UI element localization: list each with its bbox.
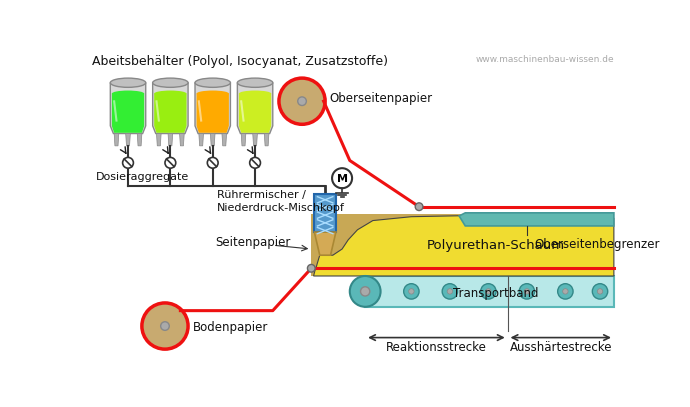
Polygon shape	[237, 83, 273, 133]
Text: www.maschinenbau-wissen.de: www.maschinenbau-wissen.de	[476, 55, 615, 64]
Text: Polyurethan-Schaum: Polyurethan-Schaum	[427, 239, 565, 252]
Polygon shape	[222, 133, 226, 146]
Circle shape	[415, 203, 423, 210]
Text: Rührermischer /
Niederdruck-Mischkopf: Rührermischer / Niederdruck-Mischkopf	[217, 190, 345, 213]
Circle shape	[308, 265, 315, 272]
Circle shape	[332, 168, 352, 188]
Circle shape	[250, 158, 260, 168]
Text: Bodenpapier: Bodenpapier	[193, 321, 268, 334]
Polygon shape	[114, 133, 119, 146]
Polygon shape	[239, 94, 271, 133]
Text: Transportband: Transportband	[453, 287, 539, 300]
Circle shape	[558, 284, 573, 299]
Polygon shape	[315, 194, 336, 232]
Polygon shape	[154, 94, 186, 133]
Ellipse shape	[161, 322, 169, 330]
Circle shape	[519, 284, 535, 299]
Circle shape	[165, 158, 176, 168]
Text: Oberseitenpapier: Oberseitenpapier	[330, 92, 433, 105]
Circle shape	[447, 289, 453, 294]
Ellipse shape	[110, 78, 146, 88]
Circle shape	[562, 289, 568, 294]
Polygon shape	[197, 94, 229, 133]
Ellipse shape	[279, 78, 325, 124]
Text: Oberseitenbegrenzer: Oberseitenbegrenzer	[535, 238, 660, 251]
Polygon shape	[179, 133, 184, 146]
Text: Seitenpapier: Seitenpapier	[215, 236, 290, 249]
Ellipse shape	[195, 78, 230, 88]
Polygon shape	[110, 83, 146, 133]
Polygon shape	[313, 214, 614, 276]
Ellipse shape	[237, 78, 273, 88]
Polygon shape	[157, 133, 161, 146]
Polygon shape	[199, 133, 204, 146]
Text: Ausshärtestrecke: Ausshärtestrecke	[509, 341, 612, 354]
Polygon shape	[264, 133, 269, 146]
Circle shape	[481, 284, 496, 299]
Circle shape	[123, 158, 133, 168]
Polygon shape	[152, 83, 188, 133]
Polygon shape	[137, 133, 142, 146]
Circle shape	[350, 276, 381, 307]
Circle shape	[598, 289, 603, 294]
Polygon shape	[168, 133, 172, 146]
Polygon shape	[195, 83, 230, 133]
Circle shape	[486, 289, 491, 294]
Ellipse shape	[112, 90, 144, 97]
Polygon shape	[112, 94, 144, 133]
Ellipse shape	[154, 90, 186, 97]
Circle shape	[408, 289, 414, 294]
Polygon shape	[210, 133, 215, 146]
Ellipse shape	[197, 90, 229, 97]
Polygon shape	[315, 232, 336, 255]
Circle shape	[207, 158, 218, 168]
Ellipse shape	[297, 97, 306, 105]
Circle shape	[361, 287, 370, 296]
Text: M: M	[337, 174, 348, 184]
Polygon shape	[459, 213, 614, 226]
Polygon shape	[311, 214, 614, 276]
Polygon shape	[126, 133, 130, 146]
Polygon shape	[365, 276, 614, 307]
Ellipse shape	[239, 90, 271, 97]
Polygon shape	[241, 133, 246, 146]
Text: Dosieraggregate: Dosieraggregate	[96, 172, 189, 182]
Circle shape	[524, 289, 529, 294]
Text: Abeitsbehälter (Polyol, Isocyanat, Zusatzstoffe): Abeitsbehälter (Polyol, Isocyanat, Zusat…	[92, 55, 388, 68]
Text: Reaktionsstrecke: Reaktionsstrecke	[386, 341, 487, 354]
Circle shape	[442, 284, 457, 299]
Circle shape	[592, 284, 608, 299]
Polygon shape	[253, 133, 257, 146]
Ellipse shape	[152, 78, 188, 88]
Circle shape	[404, 284, 419, 299]
Ellipse shape	[142, 303, 188, 349]
